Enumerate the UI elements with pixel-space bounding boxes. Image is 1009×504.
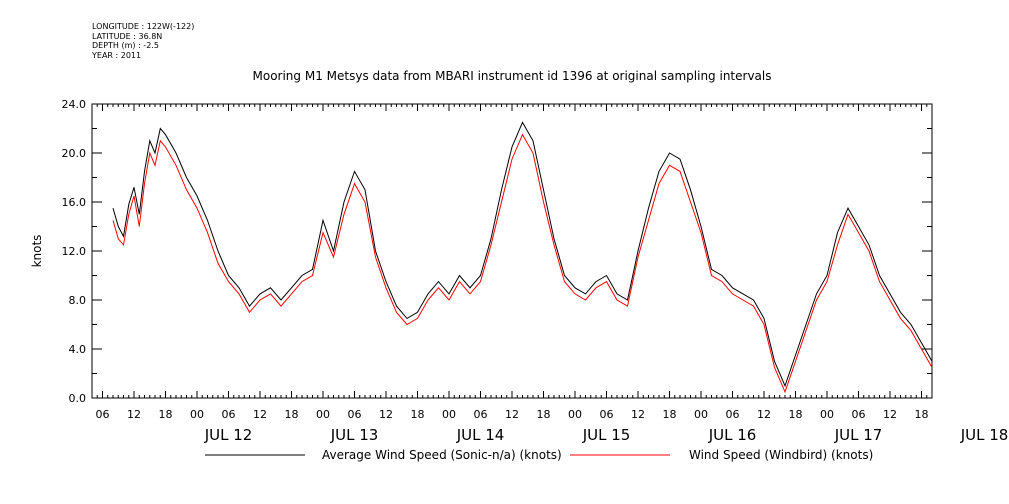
x-day-label: JUL 15 [582,426,631,444]
x-hour-label: 12 [379,408,393,421]
series-line-windbird [112,133,933,394]
x-hour-label: 06 [222,408,236,421]
x-day-label: JUL 14 [456,426,505,444]
y-tick-label: 12.0 [62,245,87,258]
x-hour-label: 00 [568,408,582,421]
chart-title: Mooring M1 Metsys data from MBARI instru… [253,69,772,83]
x-hour-label: 12 [505,408,519,421]
x-hour-label: 18 [789,408,803,421]
x-hour-label: 06 [474,408,488,421]
series-line-average-wind-speed [112,121,933,388]
series-layer [112,121,933,394]
x-day-label: JUL 12 [204,426,253,444]
x-hour-label: 06 [600,408,614,421]
x-day-label: JUL 16 [708,426,757,444]
latitude-label: LATITUDE : 36.8N [92,31,163,41]
y-tick-label: 8.0 [69,294,87,307]
y-axis: 0.0 4.0 8.0 12.0 16.0 20.0 24.0 [62,98,932,405]
x-hour-label: 00 [820,408,834,421]
x-hour-label: 00 [190,408,204,421]
x-hour-label: 12 [757,408,771,421]
y-tick-label: 0.0 [69,392,87,405]
x-hour-label: 00 [442,408,456,421]
depth-label: DEPTH (m) : -2.5 [92,41,159,50]
longitude-label: LONGITUDE : 122W(-122) [92,22,195,31]
x-hour-label: 18 [285,408,299,421]
legend-label-windbird: Wind Speed (Windbird) (knots) [689,448,873,462]
x-hour-label: 06 [96,408,110,421]
x-hour-label: 18 [915,408,929,421]
x-hour-label: 12 [253,408,267,421]
x-day-label: JUL 13 [330,426,379,444]
x-hour-label: 18 [159,408,173,421]
y-tick-label: 20.0 [62,147,87,160]
x-axis: 06 12 18 00 06 12 18 00 06 12 18 00 06 12 18 00 06 12 18 00… [91,104,1009,444]
x-hour-label: 06 [726,408,740,421]
x-day-label: JUL 18 [960,426,1009,444]
x-hour-label: 18 [537,408,551,421]
x-hour-label: 18 [411,408,425,421]
x-hour-label: 06 [348,408,362,421]
x-hour-label: 12 [883,408,897,421]
x-hour-label: 00 [694,408,708,421]
y-tick-label: 4.0 [69,343,87,356]
legend-label-average-wind-speed: Average Wind Speed (Sonic-n/a) (knots) [322,448,562,462]
x-day-label: JUL 17 [834,426,883,444]
y-axis-label: knots [30,235,44,268]
x-hour-label: 12 [127,408,141,421]
metadata-block: LONGITUDE : 122W(-122) LATITUDE : 36.8N … [92,22,194,60]
year-label: YEAR : 2011 [92,50,142,60]
x-hour-label: 00 [316,408,330,421]
x-hour-label: 06 [852,408,866,421]
x-hour-label: 18 [663,408,677,421]
y-tick-label: 24.0 [62,98,87,111]
legend: Average Wind Speed (Sonic-n/a) (knots) W… [205,448,873,462]
y-tick-label: 16.0 [62,196,87,209]
x-hour-label: 12 [631,408,645,421]
